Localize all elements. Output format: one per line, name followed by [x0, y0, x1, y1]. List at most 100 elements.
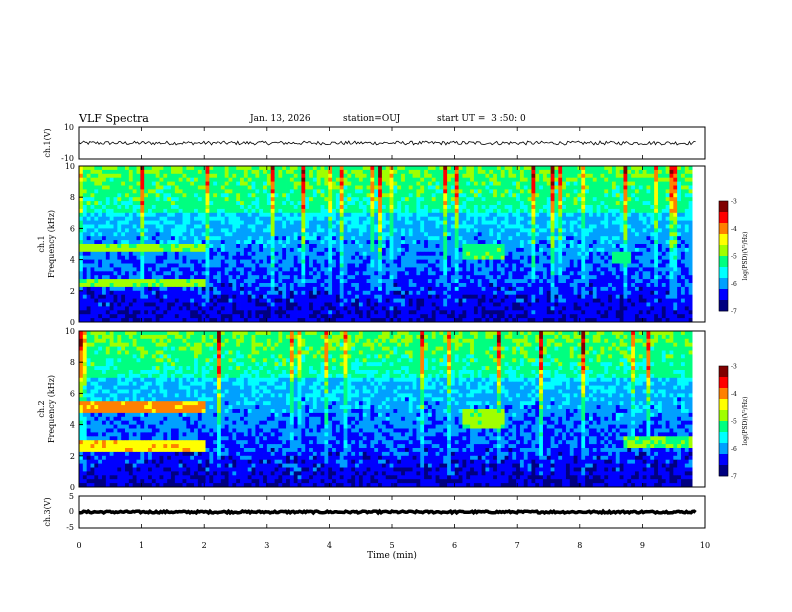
spectrogram-cell	[251, 166, 256, 171]
spectrogram-cell	[117, 193, 122, 198]
spectrogram-cell	[205, 181, 210, 186]
spectrogram-cell	[393, 181, 398, 186]
spectrogram-cell	[454, 177, 459, 182]
spectrogram-cell	[121, 166, 126, 171]
spectrogram-cell	[627, 240, 632, 245]
spectrogram-cell	[105, 189, 111, 194]
spectrogram-cell	[504, 255, 509, 260]
spectrogram-cell	[332, 279, 337, 284]
spectrogram-cell	[182, 205, 187, 210]
spectrogram-cell	[378, 271, 383, 276]
spectrogram-cell	[504, 228, 509, 233]
spectrogram-cell	[86, 279, 91, 284]
spectrogram-cell	[481, 212, 486, 218]
spectrogram-cell	[90, 275, 95, 280]
spectrogram-cell	[473, 255, 479, 260]
spectrogram-cell	[473, 173, 479, 179]
spectrogram-cell	[297, 244, 302, 249]
spectrogram-cell	[209, 283, 214, 288]
spectrogram-cell	[320, 259, 325, 264]
spectrogram-cell	[516, 185, 521, 190]
spectrogram-cell	[550, 208, 555, 214]
spectrogram-cell	[358, 271, 364, 276]
spectrogram-cell	[98, 189, 103, 194]
spectrogram-cell	[270, 166, 275, 171]
spectrogram-cell	[623, 205, 628, 210]
spectrogram-cell	[201, 267, 206, 272]
spectrogram-cell	[642, 185, 647, 190]
spectrogram-cell	[309, 232, 314, 237]
spectrogram-cell	[358, 177, 364, 182]
spectrogram-cell	[266, 173, 272, 179]
spectrogram-cell	[109, 283, 114, 288]
spectrogram-cell	[194, 212, 199, 218]
spectrogram-cell	[473, 201, 479, 206]
spectrogram-cell	[404, 275, 410, 280]
spectrogram-cell	[167, 169, 172, 175]
spectrogram-cell	[473, 185, 479, 190]
spectrogram-cell	[650, 193, 655, 198]
spectrogram-cell	[358, 267, 364, 272]
spectrogram-cell	[351, 240, 356, 245]
spectrogram-cell	[542, 216, 548, 221]
spectrogram-cell	[178, 263, 183, 268]
spectrogram-cell	[171, 275, 176, 280]
spectrogram-cell	[562, 216, 567, 221]
spectrogram-cell	[113, 173, 118, 179]
spectrogram-cell	[232, 271, 237, 276]
spectrogram-cell	[619, 244, 624, 249]
spectrogram-cell	[351, 224, 356, 229]
spectrogram-cell	[420, 279, 425, 284]
spectrogram-cell	[485, 259, 490, 264]
spectrogram-cell	[201, 275, 206, 280]
spectrogram-cell	[151, 208, 157, 214]
spectrogram-cell	[504, 212, 509, 218]
spectrogram-cell	[140, 189, 145, 194]
spectrogram-cell	[309, 267, 314, 272]
spectrogram-cell	[416, 240, 421, 245]
spectrogram-cell	[401, 263, 406, 268]
spectrogram-cell	[481, 216, 486, 221]
spectrogram-cell	[512, 177, 517, 182]
spectrogram-cell	[665, 166, 670, 171]
spectrogram-cell	[608, 181, 613, 186]
spectrogram-cell	[266, 236, 272, 241]
spectrogram-cell	[408, 267, 413, 272]
spectrogram-cell	[596, 232, 601, 237]
spectrogram-cell	[493, 244, 498, 249]
spectrogram-cell	[650, 244, 655, 249]
spectrogram-cell	[473, 267, 479, 272]
spectrogram-cell	[274, 212, 279, 218]
spectrogram-cell	[592, 181, 598, 186]
spectrogram-cell	[496, 185, 502, 190]
spectrogram-cell	[102, 224, 107, 229]
spectrogram-cell	[362, 247, 367, 253]
spectrogram-cell	[224, 255, 229, 260]
spectrogram-cell	[213, 271, 218, 276]
spectrogram-cell	[466, 193, 471, 198]
spectrogram-cell	[351, 275, 356, 280]
spectrogram-cell	[121, 220, 126, 225]
spectrogram-cell	[657, 283, 663, 288]
spectrogram-cell	[646, 255, 651, 260]
spectrogram-cell	[217, 208, 222, 214]
spectrogram-cell	[320, 216, 325, 221]
spectrogram-cell	[82, 236, 88, 241]
spectrogram-cell	[466, 275, 471, 280]
spectrogram-cell	[259, 263, 264, 268]
spectrogram-cell	[381, 271, 387, 276]
spectrogram-cell	[263, 193, 268, 198]
spectrogram-cell	[109, 244, 114, 249]
spectrogram-cell	[159, 286, 164, 292]
spectrogram-cell	[94, 232, 99, 237]
spectrogram-cell	[140, 267, 145, 272]
spectrogram-cell	[581, 208, 586, 214]
spectrogram-cell	[140, 286, 145, 292]
spectrogram-cell	[661, 255, 667, 260]
spectrogram-cell	[554, 177, 559, 182]
spectrogram-cell	[98, 193, 103, 198]
spectrogram-cell	[286, 169, 291, 175]
spectrogram-cell	[508, 169, 513, 175]
spectrogram-cell	[458, 279, 463, 284]
spectrogram-cell	[374, 279, 379, 284]
